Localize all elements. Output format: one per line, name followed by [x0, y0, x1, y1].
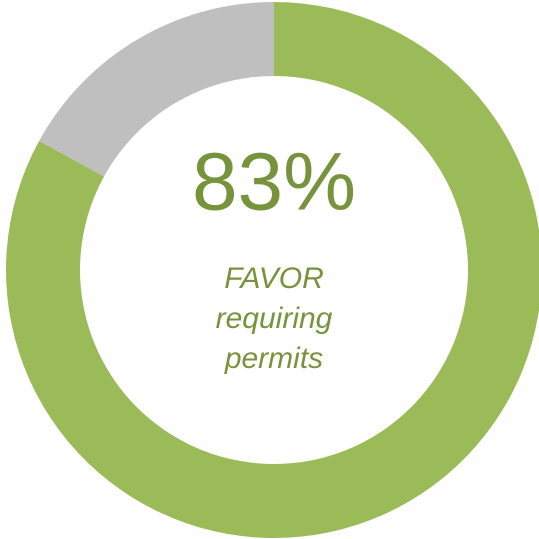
slice	[39, 2, 274, 177]
center-label: FAVOR	[224, 262, 323, 295]
center-value: 83%	[192, 137, 356, 228]
center-label: requiring	[216, 302, 333, 335]
center-label: permits	[224, 342, 323, 375]
